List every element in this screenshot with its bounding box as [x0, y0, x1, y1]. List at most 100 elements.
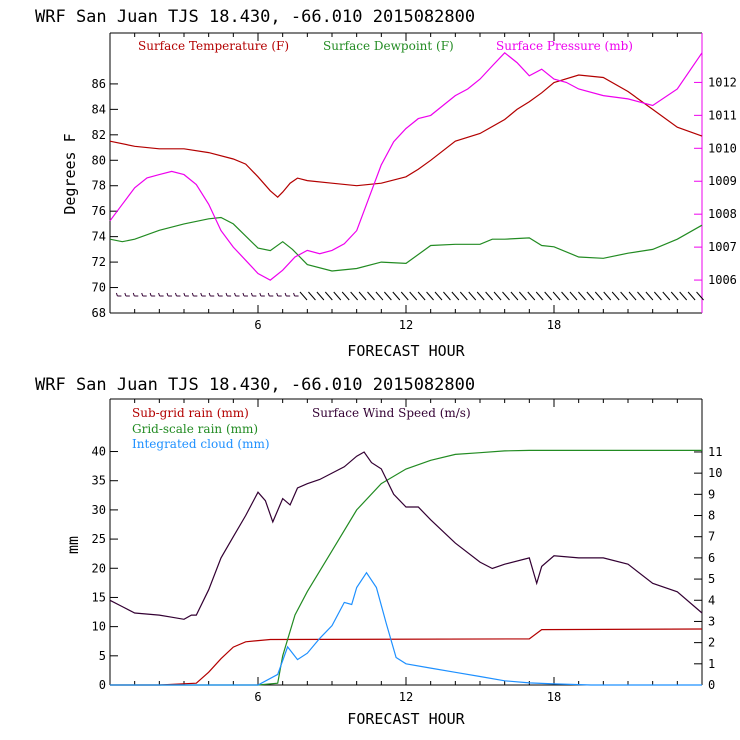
wind-barb-staff [561, 291, 569, 301]
bottom-chart: WRF San Juan TJS 18.430, -66.010 2015082… [35, 375, 722, 728]
series-line-2 [110, 449, 702, 686]
wind-barb-staff [620, 291, 628, 301]
wind-barb-staff [383, 291, 392, 301]
wind-barb [451, 291, 460, 301]
wind-barb-staff [594, 291, 603, 301]
wind-barb [535, 291, 544, 301]
wind-barb-staff [670, 291, 679, 301]
wind-barb [552, 291, 561, 301]
y-tick-label: 20 [92, 561, 106, 575]
wind-barb-staff [350, 291, 359, 301]
wind-barb-flag [141, 292, 144, 297]
legend-entry-3: Surface Pressure (mb) [496, 39, 633, 53]
wind-barb [544, 291, 553, 301]
wind-barb [166, 292, 173, 297]
y-tick-label: 5 [99, 649, 106, 663]
wind-barb [476, 291, 485, 301]
y-tick-label: 78 [92, 179, 106, 193]
y-tick-label: 15 [92, 590, 106, 604]
legend-entry-2: Surface Dewpoint (F) [323, 39, 454, 53]
wind-barb-staff [611, 291, 620, 301]
wind-barb [234, 292, 240, 297]
wind-barb [115, 292, 122, 297]
wind-barb-staff [375, 291, 384, 301]
wind-barb-staff [417, 291, 426, 301]
y-tick-label: 72 [92, 255, 106, 269]
wind-barb-flag [267, 292, 270, 297]
wind-barb-staff [527, 291, 536, 301]
wind-barb [208, 292, 215, 297]
wind-barb-flag [208, 292, 211, 297]
wind-barb-staff [400, 291, 409, 301]
y-tick-label: 25 [92, 532, 106, 546]
y2-tick-label: 7 [708, 530, 715, 544]
wind-barb-staff [434, 291, 443, 301]
wind-barb-staff [586, 291, 595, 301]
wind-barb-flag [250, 292, 253, 297]
x-axis-label: FORECAST HOUR [347, 710, 465, 728]
y-tick-label: 74 [92, 230, 106, 244]
wind-barb-flag [149, 292, 152, 297]
y2-tick-label: 10 [708, 466, 722, 480]
wind-barb-staff [316, 291, 325, 301]
wind-barb-flag [191, 292, 194, 297]
wind-barb-flag [132, 292, 135, 297]
wind-barb-staff [308, 291, 316, 301]
wind-barb-staff [459, 291, 468, 301]
y-tick-label: 82 [92, 128, 106, 142]
y2-tick-label: 6 [708, 551, 715, 565]
legend-entry-2: Grid-scale rain (mm) [132, 422, 258, 436]
wind-barb-flag [276, 292, 279, 297]
y2-tick-label: 5 [708, 572, 715, 586]
wind-barb [225, 292, 232, 297]
y2-tick-label: 3 [708, 614, 715, 628]
wind-barb-staff [451, 291, 460, 301]
y-tick-label: 84 [92, 102, 106, 116]
wind-barb [561, 291, 569, 301]
wind-barb [124, 292, 130, 297]
wind-barb [443, 291, 451, 301]
wind-barb [586, 291, 595, 301]
wind-barb [350, 291, 359, 301]
wind-barb-staff [645, 291, 654, 301]
series-line-3 [109, 51, 703, 281]
wind-barb-staff [299, 291, 308, 301]
wind-barb-staff [569, 291, 578, 301]
wind-barb [259, 292, 265, 297]
wind-barb [308, 291, 316, 301]
top-chart: WRF San Juan TJS 18.430, -66.010 2015082… [35, 7, 737, 360]
wind-barb [569, 291, 578, 301]
wind-barb-staff [443, 291, 451, 301]
wind-barb-flag [293, 292, 296, 297]
wind-barb-staff [409, 291, 418, 301]
y2-tick-label: 1010 [708, 141, 737, 155]
wind-barb-flag [115, 292, 118, 297]
wind-barb-staff [358, 291, 367, 301]
wind-barb [611, 291, 620, 301]
wind-barb [293, 292, 299, 297]
y2-tick-label: 1008 [708, 207, 737, 221]
wind-barb [341, 291, 350, 301]
wind-barb [375, 291, 384, 301]
x-tick-label: 12 [399, 318, 413, 332]
y-tick-label: 86 [92, 77, 106, 91]
wind-barb [670, 291, 679, 301]
wind-barb [183, 292, 189, 297]
wind-barb-flag [242, 292, 245, 297]
series-line-1 [110, 628, 703, 686]
wind-barb [200, 292, 206, 297]
y-tick-label: 68 [92, 306, 106, 320]
wind-barb-staff [578, 291, 586, 301]
wind-barb-staff [493, 291, 502, 301]
wind-barb-staff [324, 291, 333, 301]
wind-barb [242, 292, 248, 297]
wind-barb [417, 291, 426, 301]
wind-barb [409, 291, 418, 301]
wind-barb [392, 291, 401, 301]
y2-tick-label: 4 [708, 593, 715, 607]
wind-barb [594, 291, 603, 301]
wind-barb [367, 291, 375, 301]
series-line-3 [110, 571, 702, 686]
wind-barb [267, 292, 274, 297]
wind-barb [485, 291, 493, 301]
